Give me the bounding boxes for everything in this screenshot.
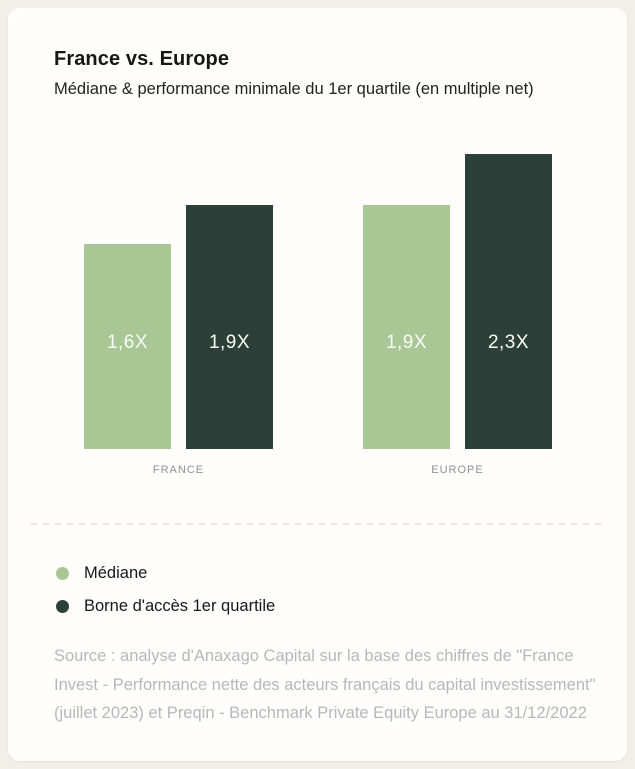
- chart-subtitle: Médiane & performance minimale du 1er qu…: [54, 80, 534, 98]
- bar-quartile-france: 1,9X: [186, 205, 273, 449]
- dashed-divider: [31, 523, 604, 525]
- bar-value-label: 1,9X: [208, 332, 251, 353]
- bar-mediane-europe: 1,9X: [363, 205, 450, 449]
- bar-group-france: 1,6X 1,9X FRANCE: [84, 154, 273, 476]
- legend: Médiane Borne d'accès 1er quartile: [56, 563, 581, 616]
- chart-card: France vs. Europe Médiane & performance …: [8, 8, 627, 761]
- bar-mediane-france: 1,6X: [84, 244, 171, 449]
- bar-value-label: 1,9X: [385, 332, 428, 353]
- chart-title: France vs. Europe: [54, 48, 230, 70]
- legend-dot-quartile-icon: [56, 599, 69, 613]
- bar-quartile-europe: 2,3X: [465, 154, 552, 449]
- source-note: Source : analyse d'Anaxago Capital sur l…: [54, 642, 597, 728]
- x-axis-label-france: FRANCE: [152, 464, 205, 476]
- card-header: France vs. Europe Médiane & performance …: [8, 8, 627, 99]
- source-line-2: Invest - Performance nette des acteurs f…: [54, 675, 596, 694]
- source-line-1: Source : analyse d'Anaxago Capital sur l…: [54, 647, 574, 665]
- legend-dot-mediane-icon: [56, 566, 69, 580]
- bar-value-label: 2,3X: [487, 332, 530, 353]
- legend-label-quartile: Borne d'accès 1er quartile: [84, 596, 276, 615]
- x-axis-label-europe: EUROPE: [431, 464, 484, 476]
- bar-value-label: 1,6X: [106, 332, 149, 353]
- legend-label-mediane: Médiane: [84, 563, 148, 582]
- bar-pair-france: 1,6X 1,9X: [84, 154, 273, 449]
- bar-group-europe: 1,9X 2,3X EUROPE: [363, 154, 552, 476]
- bar-chart: 1,6X 1,9X FRANCE 1,9X 2,3X EU: [84, 154, 552, 476]
- source-line-3: (juillet 2023) et Preqin - Benchmark Pri…: [54, 704, 587, 722]
- legend-item-mediane: Médiane: [56, 563, 581, 583]
- legend-item-quartile: Borne d'accès 1er quartile: [56, 596, 581, 616]
- bar-pair-europe: 1,9X 2,3X: [363, 154, 552, 449]
